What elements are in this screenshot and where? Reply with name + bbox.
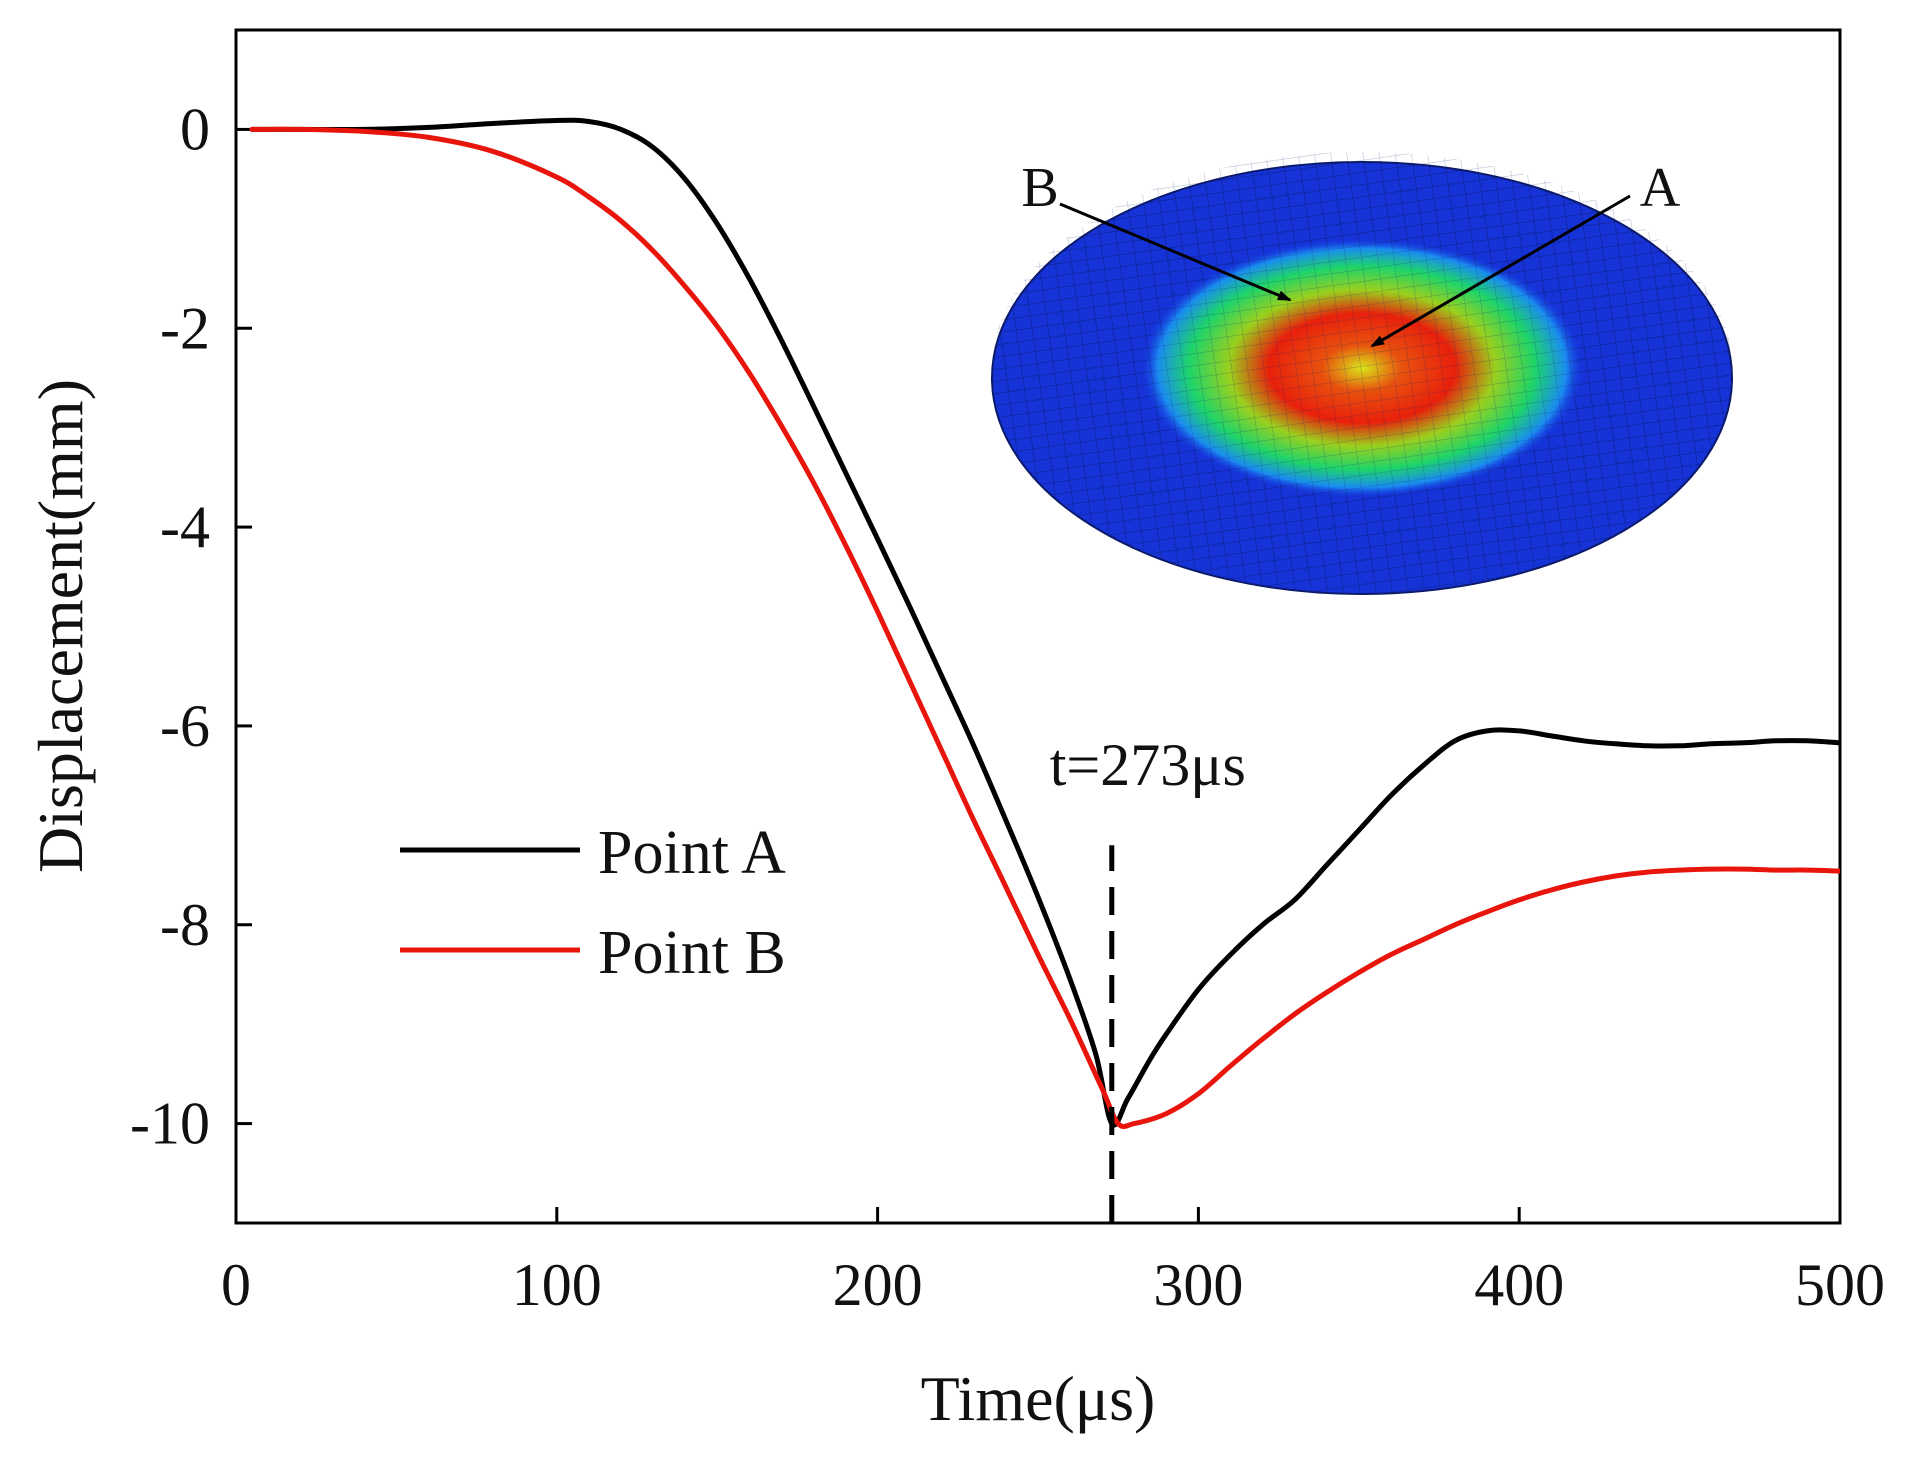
y-axis-ticks: 0 -2 -4 -6 -8 -10 [130,96,252,1157]
x-tick-label: 0 [221,1252,251,1318]
y-tick-label: 0 [180,96,210,162]
legend: Point A Point B [400,819,786,987]
plot-frame [234,28,1842,1225]
inset-label-a: A [1640,157,1681,219]
x-tick-label: 300 [1153,1252,1243,1318]
y-tick-label: -10 [130,1091,210,1157]
y-axis-label: Displacement(mm) [25,379,96,873]
x-tick-label: 400 [1474,1252,1564,1318]
x-axis-label: Time(μs) [921,1363,1156,1434]
inset-arrow-a [1370,194,1631,348]
inset-label-b: B [1021,157,1058,219]
y-tick-label: -2 [160,295,210,361]
annotation-label: t=273μs [1050,732,1246,798]
y-tick-label: -6 [160,693,210,759]
x-axis-ticks: 0 100 200 300 400 500 [221,1207,1885,1318]
y-tick-label: -8 [160,892,210,958]
x-tick-label: 500 [1795,1252,1885,1318]
legend-label-point-b: Point B [598,919,786,987]
x-tick-label: 200 [833,1252,923,1318]
inset-arrow-b [1059,202,1292,302]
series-line-point-b [249,126,1840,1130]
y-tick-label: -4 [160,494,210,560]
legend-label-point-a: Point A [598,819,786,887]
x-tick-label: 100 [512,1252,602,1318]
inset-deformation-image: B A [991,152,1733,595]
